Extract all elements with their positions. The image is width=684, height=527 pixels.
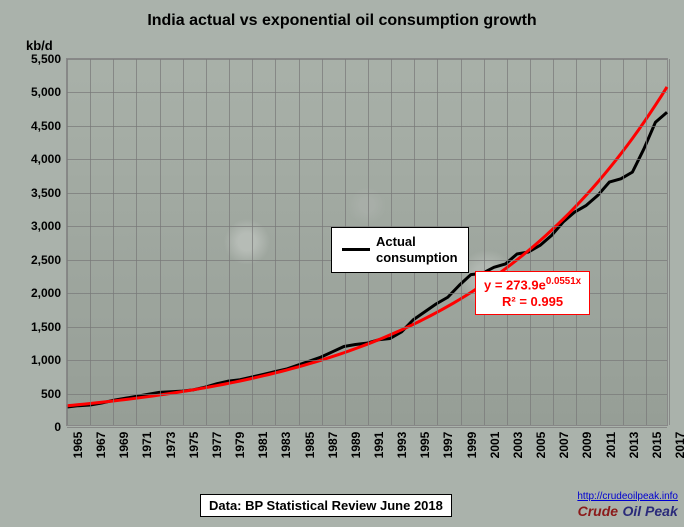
grid-line-v (206, 59, 207, 425)
y-tick-label: 3,500 (31, 186, 67, 200)
x-tick-label: 2013 (623, 432, 641, 459)
x-tick-label: 1973 (160, 432, 178, 459)
x-tick-label: 2003 (507, 432, 525, 459)
grid-line-v (136, 59, 137, 425)
y-tick-label: 2,000 (31, 286, 67, 300)
y-tick-label: 500 (41, 387, 67, 401)
grid-line-v (160, 59, 161, 425)
grid-line-v (252, 59, 253, 425)
grid-line-v (322, 59, 323, 425)
grid-line-v (90, 59, 91, 425)
x-tick-label: 2011 (600, 432, 618, 458)
y-tick-label: 3,000 (31, 219, 67, 233)
x-tick-label: 2001 (484, 432, 502, 459)
y-tick-label: 1,500 (31, 320, 67, 334)
x-tick-label: 1991 (368, 432, 386, 459)
x-tick-label: 1967 (90, 432, 108, 459)
x-tick-label: 2009 (576, 432, 594, 459)
x-tick-label: 1995 (414, 432, 432, 459)
chart-title: India actual vs exponential oil consumpt… (0, 12, 684, 30)
y-tick-label: 5,000 (31, 85, 67, 99)
x-tick-label: 1971 (136, 432, 154, 459)
legend-swatch-actual (342, 248, 370, 251)
grid-line-v (67, 59, 68, 425)
site-logo: http://crudeoilpeak.info Crude Oil Peak (577, 487, 678, 521)
equation-text: y = 273.9e (484, 278, 546, 293)
y-tick-label: 4,000 (31, 152, 67, 166)
x-tick-label: 2015 (646, 432, 664, 459)
grid-line-v (623, 59, 624, 425)
equation-box: y = 273.9e0.0551x R² = 0.995 (475, 271, 590, 315)
legend: Actual consumption (331, 227, 469, 272)
legend-text-line2: consumption (376, 250, 458, 265)
y-tick-label: 5,500 (31, 52, 67, 66)
x-tick-label: 2017 (669, 432, 684, 459)
x-tick-label: 1985 (299, 432, 317, 459)
y-tick-label: 1,000 (31, 353, 67, 367)
grid-line-h (67, 427, 667, 428)
grid-line-v (669, 59, 670, 425)
grid-line-v (576, 59, 577, 425)
x-tick-label: 1989 (345, 432, 363, 459)
grid-line-v (299, 59, 300, 425)
grid-line-v (646, 59, 647, 425)
grid-line-v (484, 59, 485, 425)
x-tick-label: 1993 (391, 432, 409, 459)
logo-line1: Crude (578, 503, 618, 519)
x-tick-label: 1975 (183, 432, 201, 459)
logo-line2: Oil Peak (623, 503, 678, 519)
x-tick-label: 1979 (229, 432, 247, 459)
grid-line-v (113, 59, 114, 425)
x-tick-label: 1987 (322, 432, 340, 459)
y-axis-label: kb/d (26, 38, 53, 53)
legend-text-line1: Actual (376, 234, 416, 249)
site-link[interactable]: http://crudeoilpeak.info (577, 491, 678, 502)
y-tick-label: 4,500 (31, 119, 67, 133)
x-tick-label: 2005 (530, 432, 548, 459)
grid-line-v (229, 59, 230, 425)
grid-line-v (507, 59, 508, 425)
x-tick-label: 1983 (275, 432, 293, 459)
y-tick-label: 0 (54, 420, 67, 434)
grid-line-v (600, 59, 601, 425)
x-tick-label: 1981 (252, 432, 270, 459)
grid-line-v (553, 59, 554, 425)
grid-line-v (530, 59, 531, 425)
grid-line-v (183, 59, 184, 425)
plot-area: Actual consumption y = 273.9e0.0551x R² … (66, 58, 668, 426)
x-tick-label: 2007 (553, 432, 571, 459)
x-tick-label: 1969 (113, 432, 131, 459)
data-source-label: Data: BP Statistical Review June 2018 (200, 494, 452, 517)
x-tick-label: 1977 (206, 432, 224, 459)
y-tick-label: 2,500 (31, 253, 67, 267)
r-squared-text: R² = 0.995 (484, 294, 581, 310)
x-tick-label: 1997 (437, 432, 455, 459)
x-tick-label: 1999 (461, 432, 479, 459)
equation-exponent: 0.0551x (546, 276, 581, 287)
grid-line-v (275, 59, 276, 425)
x-tick-label: 1965 (67, 432, 85, 459)
